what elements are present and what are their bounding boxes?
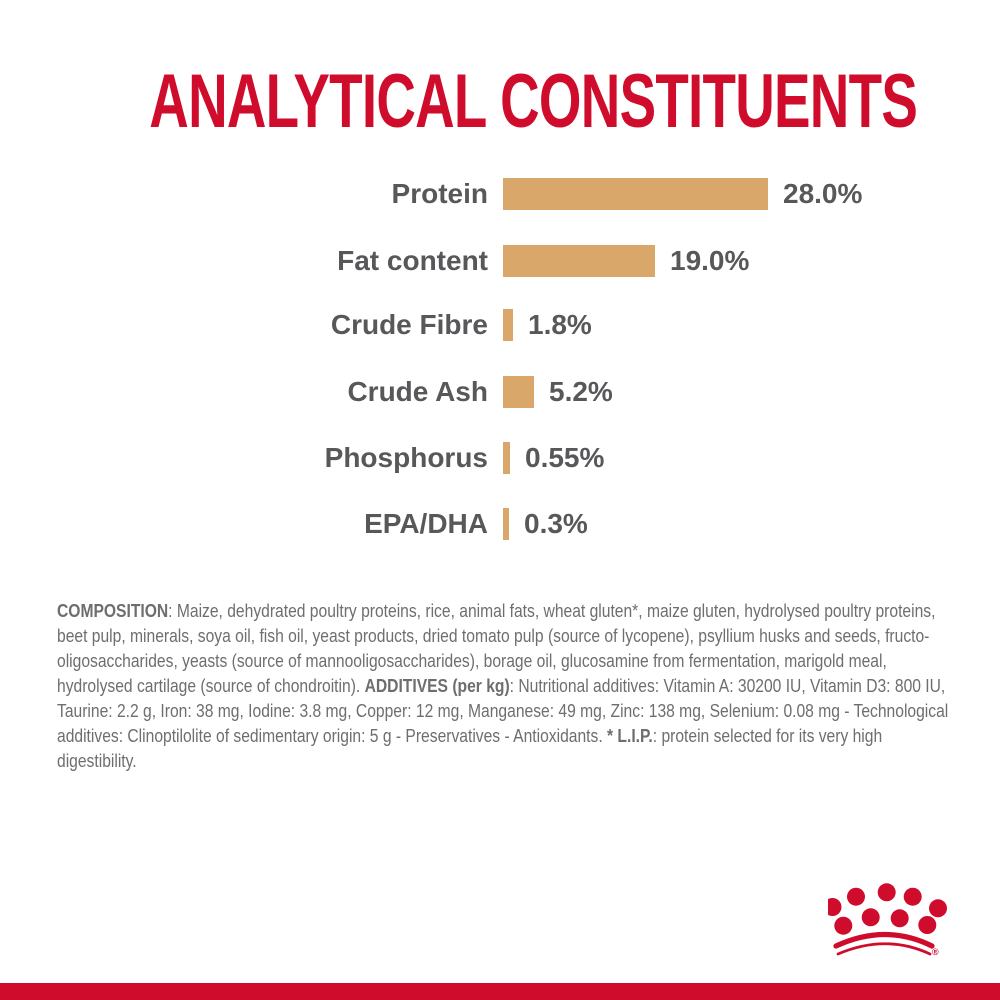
additives-body: : Nutritional additives: Vitamin A: 3020…	[57, 675, 949, 746]
registered-mark: ®	[932, 947, 939, 957]
bottom-red-strip	[0, 983, 1000, 1000]
crown-dot	[929, 899, 947, 918]
chart-row-fat-content: Fat content 19.0%	[0, 245, 749, 277]
bar-phosphorus	[503, 442, 510, 474]
crown-dot	[903, 887, 922, 906]
composition-heading: COMPOSITION	[57, 600, 169, 621]
crown-dot	[918, 916, 937, 934]
row-value: 0.3%	[524, 508, 588, 539]
row-label: Phosphorus	[324, 442, 488, 473]
title-wrap: ANALYTICAL CONSTITUENTS	[0, 58, 1000, 145]
row-label: Protein	[391, 178, 488, 209]
chart-row-protein: Protein 28.0%	[0, 178, 862, 210]
bar-protein	[503, 178, 768, 210]
composition-body: : Maize, dehydrated poultry proteins, ri…	[57, 600, 936, 696]
crown-dot	[861, 908, 880, 927]
bar-crude-fibre	[503, 309, 513, 341]
crown-dot	[877, 883, 896, 902]
bar-fat-content	[503, 245, 655, 277]
page-title: ANALYTICAL CONSTITUENTS	[149, 59, 918, 144]
row-value: 28.0%	[783, 178, 863, 209]
crown-dot	[828, 898, 842, 916]
row-value: 1.8%	[528, 309, 592, 340]
row-value: 5.2%	[549, 376, 613, 407]
crown-dot	[847, 887, 865, 906]
row-label: Crude Fibre	[330, 309, 488, 340]
analytical-constituents-chart: Protein 28.0% Fat content 19.0% Crude Fi…	[0, 178, 862, 540]
chart-row-crude-ash: Crude Ash 5.2%	[0, 376, 613, 408]
crown-dot	[890, 909, 909, 928]
bar-epa-dha	[503, 508, 509, 540]
lip-body: : protein selected for its very high dig…	[57, 725, 883, 771]
row-label: Crude Ash	[347, 376, 488, 407]
chart-row-epa-dha: EPA/DHA 0.3%	[0, 508, 588, 540]
royal-canin-crown-logo: ®	[828, 883, 947, 957]
crown-dot	[834, 916, 853, 935]
row-label: EPA/DHA	[364, 508, 488, 539]
composition-text: COMPOSITION: Maize, dehydrated poultry p…	[57, 598, 948, 773]
bar-crude-ash	[503, 376, 534, 408]
crown-arc-thin	[836, 942, 932, 956]
additives-heading: ADDITIVES (per kg)	[364, 675, 510, 696]
row-value: 19.0%	[670, 245, 750, 276]
lip-heading: * L.I.P.	[607, 725, 653, 746]
crown-arc-thick	[833, 931, 935, 949]
row-value: 0.55%	[525, 442, 605, 473]
chart-row-crude-fibre: Crude Fibre 1.8%	[0, 309, 592, 341]
row-label: Fat content	[337, 245, 488, 276]
chart-row-phosphorus: Phosphorus 0.55%	[0, 442, 604, 474]
